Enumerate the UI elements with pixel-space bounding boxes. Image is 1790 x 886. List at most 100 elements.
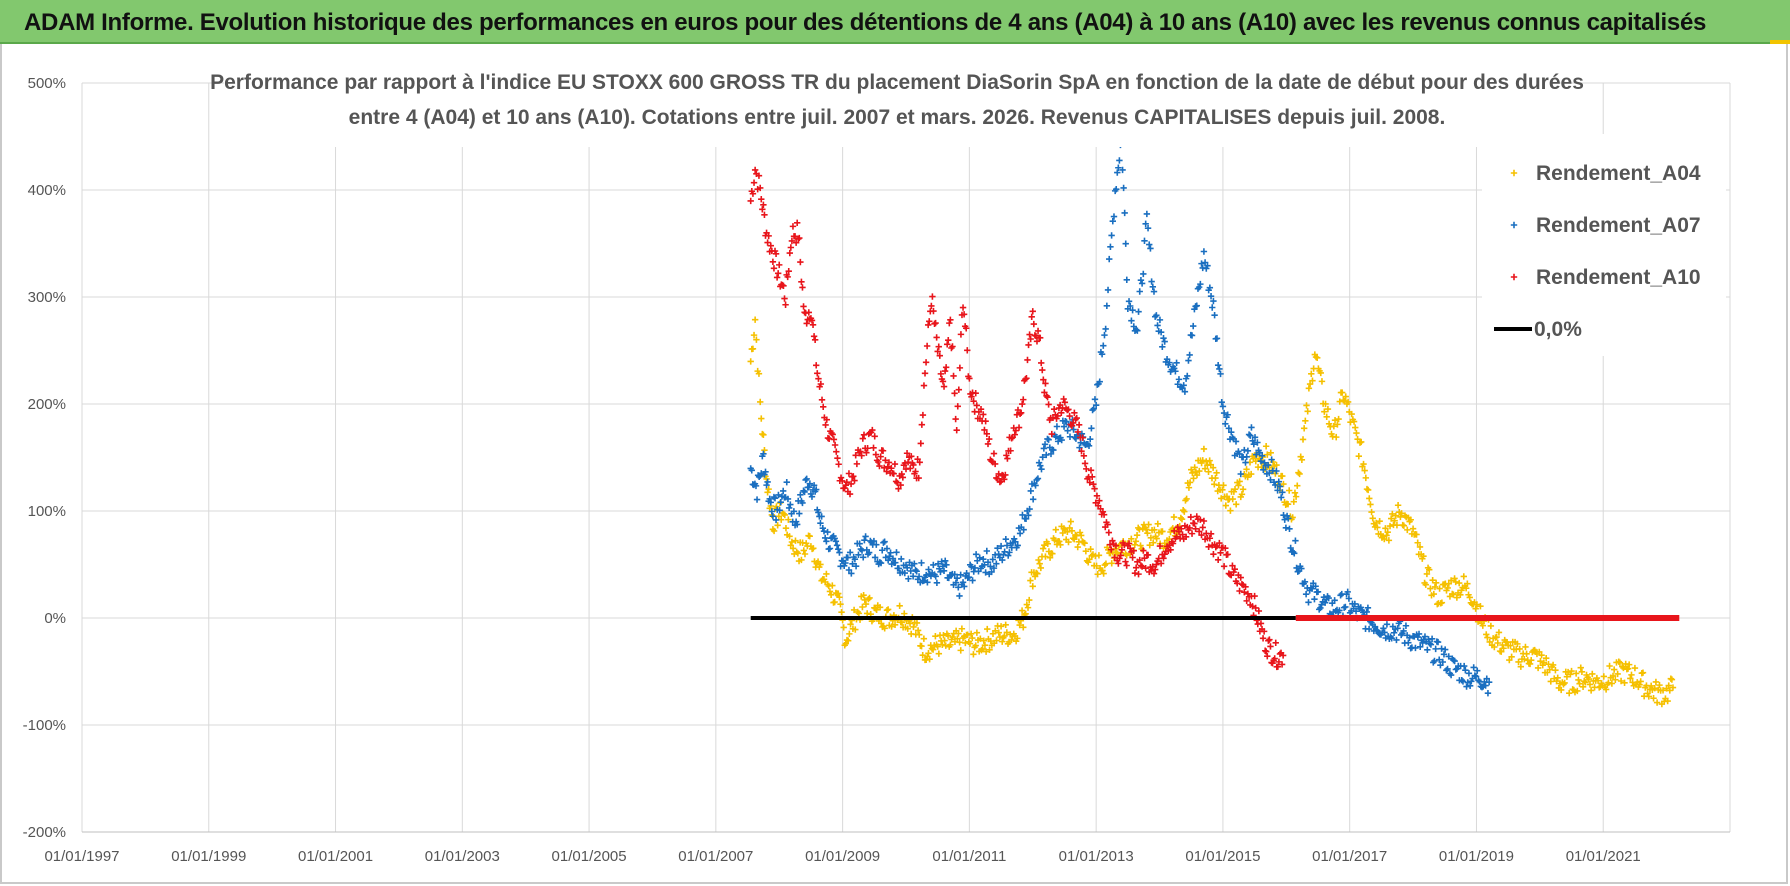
data-point <box>1653 699 1661 706</box>
data-point <box>1119 166 1126 174</box>
data-point <box>916 631 923 638</box>
data-point <box>785 267 792 275</box>
chart-title-line: Performance par rapport à l'indice EU ST… <box>210 71 1584 94</box>
data-point <box>768 508 776 515</box>
data-point <box>1133 531 1141 539</box>
data-point <box>1205 543 1212 551</box>
data-point <box>864 445 871 452</box>
data-point <box>1636 681 1643 688</box>
data-point <box>1236 587 1243 595</box>
x-tick-label: 01/01/2007 <box>678 848 753 865</box>
data-point <box>1103 302 1111 310</box>
data-point <box>1298 565 1305 572</box>
data-point <box>1190 322 1197 330</box>
data-point <box>920 382 928 389</box>
data-point <box>1333 433 1340 441</box>
data-point <box>1292 537 1299 544</box>
data-point <box>860 591 867 599</box>
data-point <box>960 311 968 318</box>
data-point <box>1132 538 1140 545</box>
data-point <box>892 559 899 566</box>
data-point <box>1125 540 1133 547</box>
data-point <box>993 474 1000 482</box>
data-point <box>1060 395 1067 403</box>
data-point <box>1104 521 1111 528</box>
chart-title-bg <box>224 61 1554 147</box>
data-point <box>1210 550 1217 558</box>
data-point <box>1286 525 1293 532</box>
data-point <box>1294 482 1301 489</box>
data-point <box>1012 427 1020 434</box>
data-point <box>1264 451 1271 458</box>
data-point <box>1206 535 1214 542</box>
data-point <box>1371 623 1379 630</box>
data-point <box>1307 584 1315 591</box>
data-point <box>817 519 824 527</box>
data-point <box>906 620 914 627</box>
data-point <box>1383 532 1390 539</box>
data-point <box>1491 643 1498 651</box>
data-point <box>755 473 763 480</box>
data-point <box>761 447 768 454</box>
data-point <box>1331 597 1338 604</box>
data-point <box>1067 518 1074 525</box>
data-point <box>1384 528 1391 536</box>
data-point <box>1331 416 1339 424</box>
data-point <box>1473 601 1481 608</box>
data-point <box>796 234 803 242</box>
data-point <box>1040 376 1047 383</box>
data-point <box>1179 506 1187 514</box>
data-point <box>810 333 818 340</box>
data-point <box>1581 677 1588 685</box>
data-point <box>1272 481 1279 489</box>
data-point <box>1081 539 1088 547</box>
data-point <box>879 547 886 554</box>
data-point <box>1045 401 1052 408</box>
data-point <box>1242 459 1249 466</box>
data-point <box>1004 455 1011 462</box>
data-point <box>1117 552 1124 559</box>
data-point <box>1386 522 1394 530</box>
data-point <box>845 470 853 477</box>
data-point <box>1577 664 1584 671</box>
data-point <box>1086 479 1094 486</box>
data-point <box>1413 531 1420 538</box>
data-point <box>972 642 979 649</box>
data-point <box>789 545 797 552</box>
data-point <box>1035 556 1042 564</box>
data-point <box>996 478 1004 486</box>
data-point <box>869 426 876 434</box>
data-point <box>823 416 830 423</box>
data-point <box>936 565 943 572</box>
data-point <box>1445 653 1452 660</box>
data-point <box>1236 450 1243 458</box>
data-point <box>885 459 893 466</box>
data-point <box>1255 607 1263 615</box>
data-point <box>1352 424 1359 431</box>
data-point <box>1334 421 1341 428</box>
data-point <box>981 426 988 434</box>
data-point <box>1088 425 1095 432</box>
data-point <box>920 635 928 642</box>
data-point <box>965 573 973 581</box>
data-point <box>1614 670 1621 678</box>
data-point <box>1179 385 1186 392</box>
data-point <box>1414 539 1421 546</box>
data-point <box>882 457 889 464</box>
data-point <box>1391 517 1398 524</box>
data-point <box>918 421 926 428</box>
data-point <box>1145 521 1152 528</box>
data-point <box>1087 435 1094 443</box>
data-point <box>919 411 927 419</box>
data-point <box>981 561 988 569</box>
data-point <box>1387 515 1395 522</box>
data-point <box>881 464 888 472</box>
data-point <box>1495 629 1503 636</box>
data-point <box>786 249 793 257</box>
data-point <box>1144 225 1152 232</box>
data-point <box>940 383 948 390</box>
data-point <box>1192 525 1199 533</box>
data-point <box>1342 603 1349 611</box>
data-point <box>1308 370 1315 377</box>
data-point <box>851 555 859 563</box>
